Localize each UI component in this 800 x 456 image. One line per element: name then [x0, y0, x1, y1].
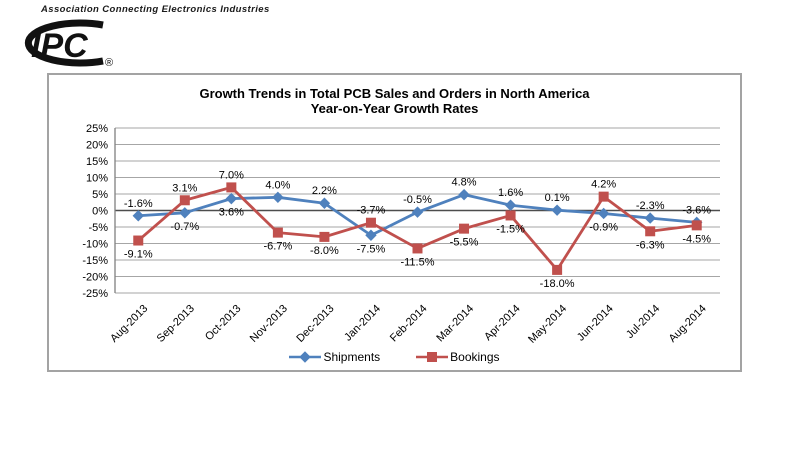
bookings-marker — [272, 227, 283, 238]
bookings-marker — [226, 182, 237, 193]
shipments-marker — [551, 204, 563, 216]
chart-title: Growth Trends in Total PCB Sales and Ord… — [199, 86, 590, 101]
bookings-data-label: 4.2% — [591, 179, 616, 191]
shipments-data-label: 0.1% — [545, 192, 570, 204]
shipments-data-label: 1.6% — [498, 187, 523, 199]
y-tick-label: -10% — [82, 239, 108, 251]
bookings-marker — [365, 217, 376, 228]
bookings-data-label: -18.0% — [540, 278, 575, 290]
x-tick-label: Mar-2014 — [434, 303, 476, 345]
y-tick-label: 25% — [86, 123, 108, 135]
shipments-data-label: 4.8% — [451, 177, 476, 189]
x-tick-label: Oct-2013 — [203, 303, 243, 343]
bookings-data-label: -9.1% — [124, 249, 153, 261]
x-tick-label: Feb-2014 — [388, 303, 430, 345]
shipments-marker — [597, 207, 610, 220]
ipc-logo-graphic: IPC ® — [24, 19, 113, 69]
y-tick-label: -15% — [82, 255, 108, 267]
shipments-data-label: -7.5% — [357, 243, 386, 255]
bookings-marker — [179, 195, 190, 206]
logo-text: IPC — [31, 27, 88, 65]
shipments-marker — [365, 229, 377, 241]
shipments-data-label: 4.0% — [265, 179, 290, 191]
logo-swoosh — [24, 19, 104, 67]
shipments-marker — [411, 206, 424, 218]
x-tick-label: Aug-2013 — [108, 303, 150, 345]
bookings-marker — [645, 226, 656, 237]
legend-label-shipments: Shipments — [323, 350, 381, 364]
y-tick-label: 20% — [86, 140, 108, 152]
chart-legend: Shipments Bookings — [49, 350, 740, 364]
x-tick-label: Jun-2014 — [575, 303, 616, 344]
bookings-legend-marker — [416, 352, 449, 362]
shipments-data-label: -2.3% — [636, 200, 665, 212]
x-tick-label: Jan-2014 — [342, 303, 383, 344]
bookings-data-label: -6.7% — [264, 241, 293, 253]
y-tick-label: 10% — [86, 173, 108, 185]
bookings-data-label: -4.5% — [682, 233, 711, 245]
shipments-data-label: -0.7% — [170, 221, 199, 233]
chart-frame: Growth Trends in Total PCB Sales and Ord… — [47, 73, 742, 372]
legend-item-bookings: Bookings — [416, 350, 500, 364]
logo-registered-mark: ® — [105, 57, 113, 69]
y-tick-label: 5% — [92, 189, 108, 201]
shipments-marker — [644, 212, 656, 224]
shipments-data-label: -3.6% — [682, 204, 711, 216]
bookings-data-label: -11.5% — [400, 256, 434, 268]
bookings-data-label: 7.0% — [219, 169, 244, 181]
bookings-data-label: -8.0% — [310, 245, 339, 257]
x-tick-label: Nov-2013 — [248, 303, 290, 345]
x-tick-label: Sep-2013 — [155, 303, 197, 345]
shipments-legend-marker — [289, 351, 322, 363]
bookings-data-label: -3.7% — [357, 205, 386, 217]
bookings-marker — [505, 210, 516, 221]
y-tick-label: -25% — [82, 288, 108, 300]
x-tick-label: Apr-2014 — [482, 303, 522, 343]
y-tick-label: 0% — [92, 206, 108, 218]
shipments-data-label: 3.6% — [219, 207, 244, 219]
shipments-marker — [504, 199, 517, 211]
shipments-marker — [132, 210, 144, 222]
x-tick-label: May-2014 — [526, 303, 569, 346]
bookings-marker — [319, 231, 330, 242]
plot-area: 25%20%15%10%5%0%-5%-10%-15%-20%-25%Aug-2… — [82, 123, 720, 346]
y-tick-label: -20% — [82, 272, 108, 284]
bookings-marker — [412, 243, 423, 254]
bookings-data-label: -6.3% — [636, 239, 665, 251]
shipments-marker — [272, 191, 284, 204]
shipments-marker — [318, 197, 331, 209]
bookings-marker — [691, 220, 702, 231]
bookings-marker — [552, 264, 563, 275]
y-tick-label: 15% — [86, 156, 108, 168]
ipc-logo: IPC ® — [2, 15, 134, 69]
shipments-data-label: -1.6% — [124, 198, 153, 210]
shipments-data-label: -0.5% — [403, 194, 432, 206]
bookings-data-label: 3.1% — [172, 182, 197, 194]
shipments-data-label: 2.2% — [312, 185, 337, 197]
association-tagline: Association Connecting Electronics Indus… — [41, 4, 270, 15]
bookings-marker — [598, 191, 609, 202]
chart-subtitle: Year-on-Year Growth Rates — [310, 101, 479, 116]
shipments-marker — [225, 192, 238, 205]
shipments-data-label: -0.9% — [589, 221, 618, 233]
shipments-marker — [458, 188, 470, 201]
legend-label-bookings: Bookings — [450, 350, 500, 364]
x-tick-label: Jul-2014 — [624, 303, 662, 341]
y-tick-label: -5% — [88, 222, 108, 234]
bookings-marker — [459, 223, 470, 234]
x-tick-label: Dec-2013 — [294, 303, 336, 345]
bookings-data-label: -5.5% — [450, 237, 479, 249]
legend-item-shipments: Shipments — [289, 350, 380, 364]
bookings-marker — [133, 235, 144, 246]
x-tick-label: Aug-2014 — [667, 303, 709, 345]
shipments-marker — [179, 207, 191, 219]
bookings-data-label: -1.5% — [496, 223, 525, 235]
